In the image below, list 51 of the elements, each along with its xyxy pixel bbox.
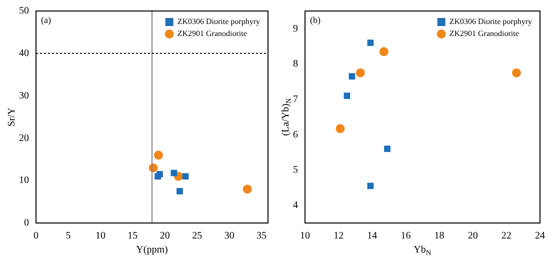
y-tick-label: 9 — [293, 23, 298, 34]
x-tick-label: 14 — [367, 230, 378, 242]
point — [367, 40, 374, 46]
point — [344, 92, 350, 99]
x-tick-label: 20 — [468, 230, 478, 242]
point — [379, 47, 388, 56]
x-tick-label: 22 — [501, 230, 512, 242]
x-tick-label: 5 — [66, 230, 71, 242]
y-axis-title: Sr/Y — [6, 108, 18, 126]
point — [348, 73, 356, 80]
y-tick-label: 8 — [293, 58, 298, 70]
x-tick-label: 18 — [434, 230, 444, 242]
x-tick-label: 0 — [34, 230, 38, 242]
point — [170, 170, 178, 176]
x-tick-label: 20 — [160, 230, 170, 242]
point — [176, 188, 183, 194]
annotation: (b) — [310, 14, 320, 25]
legend-label: ZK0306 Diorite porphyry — [177, 17, 260, 26]
y-tick-label: 50 — [19, 6, 29, 17]
y-tick-label: 0 — [24, 218, 29, 229]
annotation: (a) — [41, 14, 51, 25]
x-tick-label: 35 — [256, 230, 267, 242]
x-tick-label: 15 — [128, 230, 138, 242]
y-tick-label: 5 — [293, 164, 298, 176]
legend-label: ZK0306 Diorite porphyry — [449, 17, 532, 26]
point — [154, 150, 163, 160]
x-tick-label: 24 — [535, 230, 545, 242]
y-tick-label: 10 — [19, 175, 29, 186]
y-tick-label: 4 — [293, 200, 298, 211]
y-tick-label: 30 — [19, 90, 29, 102]
y-tick-label: 7 — [293, 94, 298, 105]
point — [384, 146, 390, 152]
point — [336, 124, 345, 134]
x-tick-label: 10 — [95, 230, 106, 242]
x-tick-label: 16 — [400, 230, 411, 242]
point — [242, 184, 252, 194]
x-axis-title: Y(ppm) — [136, 244, 168, 256]
point — [182, 173, 189, 180]
point — [367, 182, 374, 190]
point — [512, 68, 521, 78]
x-tick-label: 12 — [334, 230, 344, 242]
y-tick-label: 40 — [19, 48, 29, 60]
legend-label: ZK2901 Granodiorite — [177, 29, 248, 38]
legend-label: ZK2901 Granodiorite — [449, 29, 520, 38]
x-tick-label: 30 — [224, 230, 234, 242]
y-tick-label: 20 — [19, 132, 29, 144]
x-tick-label: 25 — [192, 230, 202, 242]
y-tick-label: 6 — [293, 129, 298, 140]
x-tick-label: 10 — [300, 230, 310, 242]
point — [356, 68, 365, 78]
point — [156, 171, 163, 178]
